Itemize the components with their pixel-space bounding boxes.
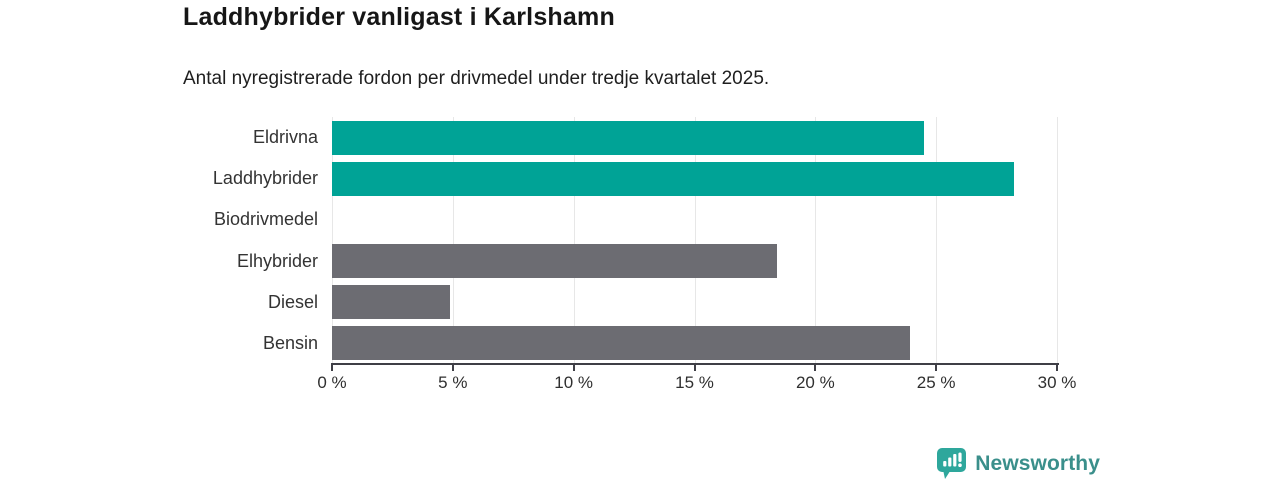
category-label-laddhybrider: Laddhybrider [212,168,318,189]
bar-elhybrider [332,244,777,279]
x-axis-tick-label: 5 % [438,373,468,392]
category-axis-labels: Eldrivna Laddhybrider Biodrivmedel Elhybrid… [0,117,318,364]
x-axis-tick-label: 15 % [675,373,714,392]
category-label-eldrivna: Eldrivna [252,127,318,147]
bar-laddhybrider [332,161,1014,196]
gridline [694,117,696,364]
x-axis-tick [1056,365,1058,371]
bar-row [332,158,1057,199]
plot-area [332,117,1058,364]
x-axis-line [331,363,1059,365]
chart-subtitle: Antal nyregistrerade fordon per drivmede… [183,68,770,89]
x-axis-tick-label: 10 % [554,373,594,392]
bar-eldrivna [332,120,925,155]
category-label-elhybrider: Elhybrider [236,250,318,271]
category-label-diesel: Diesel [267,291,318,312]
x-axis-tick-label: 25 % [916,373,956,392]
category-label-biodrivmedel: Biodrivmedel [213,209,318,230]
gridline [815,117,817,364]
x-axis-tick-label: 20 % [795,373,835,392]
bar-row [332,117,1057,158]
chart-title: Laddhybrider vanligast i Karlshamn [183,3,615,31]
brand-name: Newsworthy [975,451,1100,475]
gridline [573,117,575,364]
bar-row [332,199,1057,240]
gridline [936,117,938,364]
x-axis-tick [451,365,454,371]
gridline [1057,117,1058,364]
category-label-bensin: Bensin [262,332,318,353]
bar-row [332,241,1057,282]
bar-row [332,282,1057,323]
newsworthy-logo[interactable]: Newsworthy [936,447,1100,480]
x-axis-tick [935,365,938,371]
bar-row [332,323,1057,364]
bar-diesel [332,285,451,320]
x-axis-tick [814,365,817,371]
gridline [452,117,454,364]
bar-bensin [332,326,910,361]
x-axis-tick [331,365,333,371]
x-axis-tick [572,365,575,371]
x-axis-tick [693,365,696,371]
gridline [332,117,333,364]
chart-speech-bubble-icon [936,447,967,480]
x-axis-tick-label: 30 % [1037,373,1077,392]
x-axis-tick-label: 0 % [317,373,347,392]
